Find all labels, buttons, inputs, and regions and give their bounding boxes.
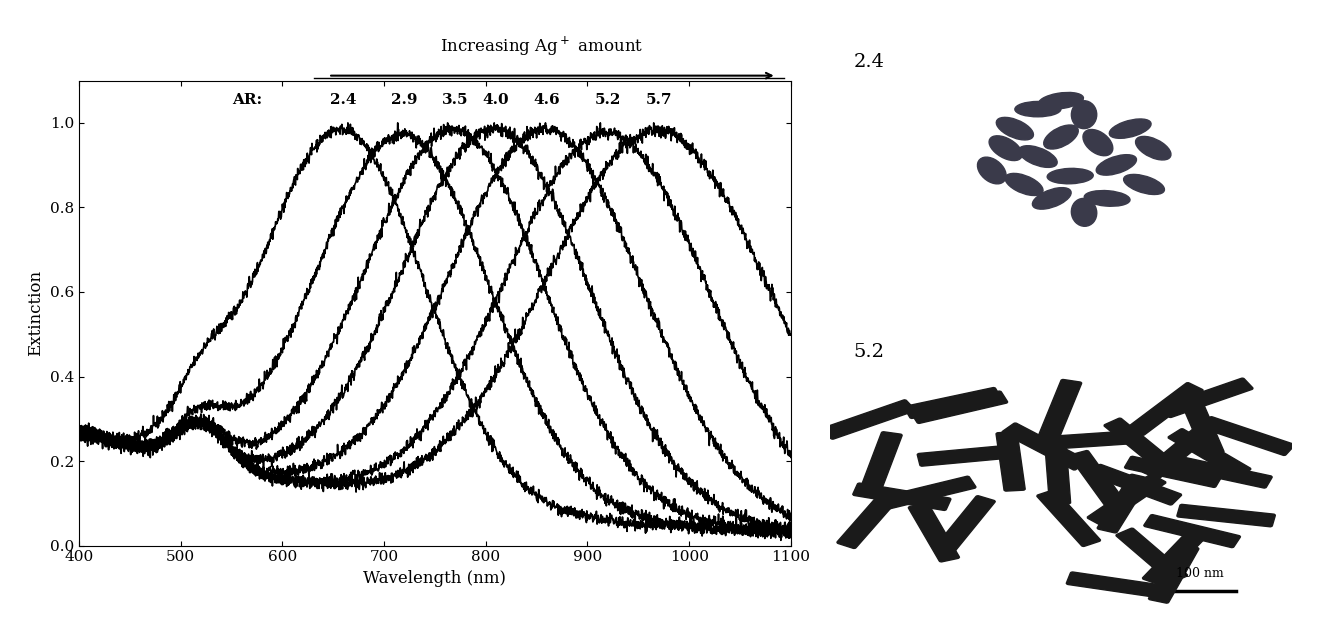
Ellipse shape <box>1006 174 1043 195</box>
FancyBboxPatch shape <box>861 432 902 491</box>
FancyBboxPatch shape <box>853 483 950 510</box>
FancyBboxPatch shape <box>1066 572 1165 598</box>
FancyBboxPatch shape <box>917 445 1016 466</box>
FancyBboxPatch shape <box>1180 396 1224 456</box>
FancyBboxPatch shape <box>1087 474 1166 526</box>
Text: 5.7: 5.7 <box>646 94 672 107</box>
FancyBboxPatch shape <box>1097 474 1151 533</box>
Text: 2.9: 2.9 <box>391 94 418 107</box>
FancyBboxPatch shape <box>996 432 1025 491</box>
FancyBboxPatch shape <box>1116 528 1188 582</box>
FancyBboxPatch shape <box>911 391 1007 423</box>
Text: 5.2: 5.2 <box>594 94 621 107</box>
Text: AR:: AR: <box>232 94 262 107</box>
FancyBboxPatch shape <box>1124 456 1222 487</box>
Text: 4.6: 4.6 <box>534 94 560 107</box>
Text: 100 nm: 100 nm <box>1176 567 1223 580</box>
Ellipse shape <box>1072 101 1097 128</box>
Ellipse shape <box>1015 102 1061 117</box>
FancyBboxPatch shape <box>822 400 915 439</box>
Ellipse shape <box>1097 154 1136 175</box>
FancyBboxPatch shape <box>1143 528 1209 585</box>
Ellipse shape <box>1136 136 1170 160</box>
FancyBboxPatch shape <box>1168 428 1251 477</box>
FancyBboxPatch shape <box>1037 431 1136 450</box>
Ellipse shape <box>988 136 1023 161</box>
Ellipse shape <box>1110 119 1151 138</box>
FancyBboxPatch shape <box>1039 379 1082 439</box>
Ellipse shape <box>1072 198 1097 226</box>
Text: Increasing Ag$^+$ amount: Increasing Ag$^+$ amount <box>440 34 643 58</box>
Ellipse shape <box>1085 190 1130 206</box>
Ellipse shape <box>1019 146 1057 167</box>
FancyBboxPatch shape <box>1177 505 1276 527</box>
FancyBboxPatch shape <box>1144 515 1240 547</box>
FancyBboxPatch shape <box>1104 418 1177 472</box>
Ellipse shape <box>1123 174 1165 195</box>
Ellipse shape <box>1083 130 1112 156</box>
FancyBboxPatch shape <box>934 496 995 553</box>
X-axis label: Wavelength (nm): Wavelength (nm) <box>364 570 506 587</box>
Ellipse shape <box>1032 188 1072 209</box>
Text: 2.4: 2.4 <box>331 94 357 107</box>
FancyBboxPatch shape <box>904 388 1002 418</box>
Ellipse shape <box>996 117 1033 140</box>
FancyBboxPatch shape <box>1090 464 1182 505</box>
FancyBboxPatch shape <box>1127 383 1203 435</box>
FancyBboxPatch shape <box>1174 457 1272 488</box>
FancyBboxPatch shape <box>1069 451 1126 508</box>
FancyBboxPatch shape <box>879 476 975 509</box>
FancyBboxPatch shape <box>1002 423 1087 470</box>
Ellipse shape <box>1044 125 1078 149</box>
FancyBboxPatch shape <box>1045 445 1070 504</box>
FancyBboxPatch shape <box>1201 417 1294 456</box>
Ellipse shape <box>978 157 1006 184</box>
FancyBboxPatch shape <box>1160 378 1253 417</box>
FancyBboxPatch shape <box>1143 425 1215 479</box>
Ellipse shape <box>1048 169 1093 184</box>
FancyBboxPatch shape <box>908 503 960 562</box>
Ellipse shape <box>1039 92 1083 109</box>
Text: 5.2: 5.2 <box>854 342 884 361</box>
FancyBboxPatch shape <box>1037 490 1101 546</box>
Text: 4.0: 4.0 <box>482 94 509 107</box>
Text: 3.5: 3.5 <box>442 94 468 107</box>
FancyBboxPatch shape <box>837 492 900 549</box>
Text: 2.4: 2.4 <box>854 53 884 71</box>
Y-axis label: Extinction: Extinction <box>28 270 45 356</box>
FancyBboxPatch shape <box>1148 544 1199 603</box>
